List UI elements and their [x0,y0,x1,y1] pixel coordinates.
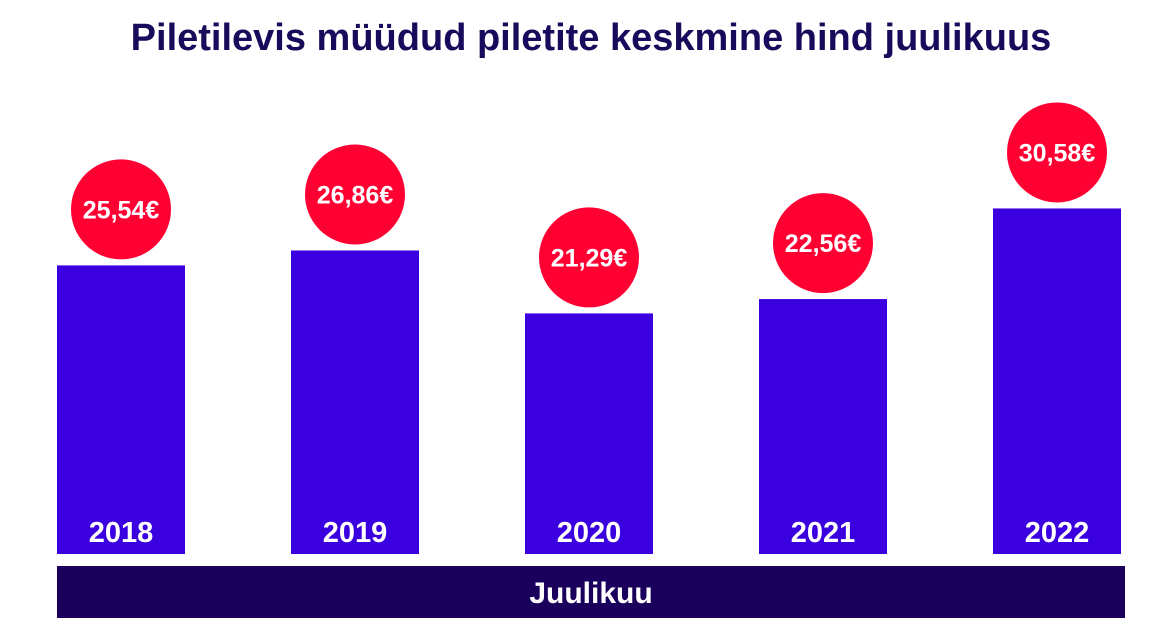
category-label: 2021 [791,517,856,549]
x-axis-label: Juulikuu [529,577,652,610]
bar-2018 [57,265,185,554]
value-bubble [305,144,405,245]
bar-2022 [993,208,1121,555]
value-label: 25,54€ [83,196,160,224]
value-label: 26,86€ [317,181,394,209]
value-label: 22,56€ [785,230,862,258]
bar-2019 [291,250,419,554]
value-bubble [1007,102,1107,203]
x-axis-band [57,566,1125,618]
value-bubble [773,193,873,294]
value-label: 30,58€ [1019,139,1096,167]
category-label: 2022 [1025,517,1090,549]
value-bubble [71,159,171,260]
bars: 2018 25,54€ 2019 26,86€ 2020 21,29€ 2021 22,56€… [57,102,1121,555]
category-label: 2018 [89,517,154,549]
bar-2020 [525,313,653,554]
bar-2021 [759,299,887,554]
category-label: 2019 [323,517,388,549]
value-bubble [539,207,639,308]
category-label: 2020 [557,517,622,549]
value-label: 21,29€ [551,244,628,272]
chart-title: Piletilevis müüdud piletite keskmine hin… [131,17,1052,59]
